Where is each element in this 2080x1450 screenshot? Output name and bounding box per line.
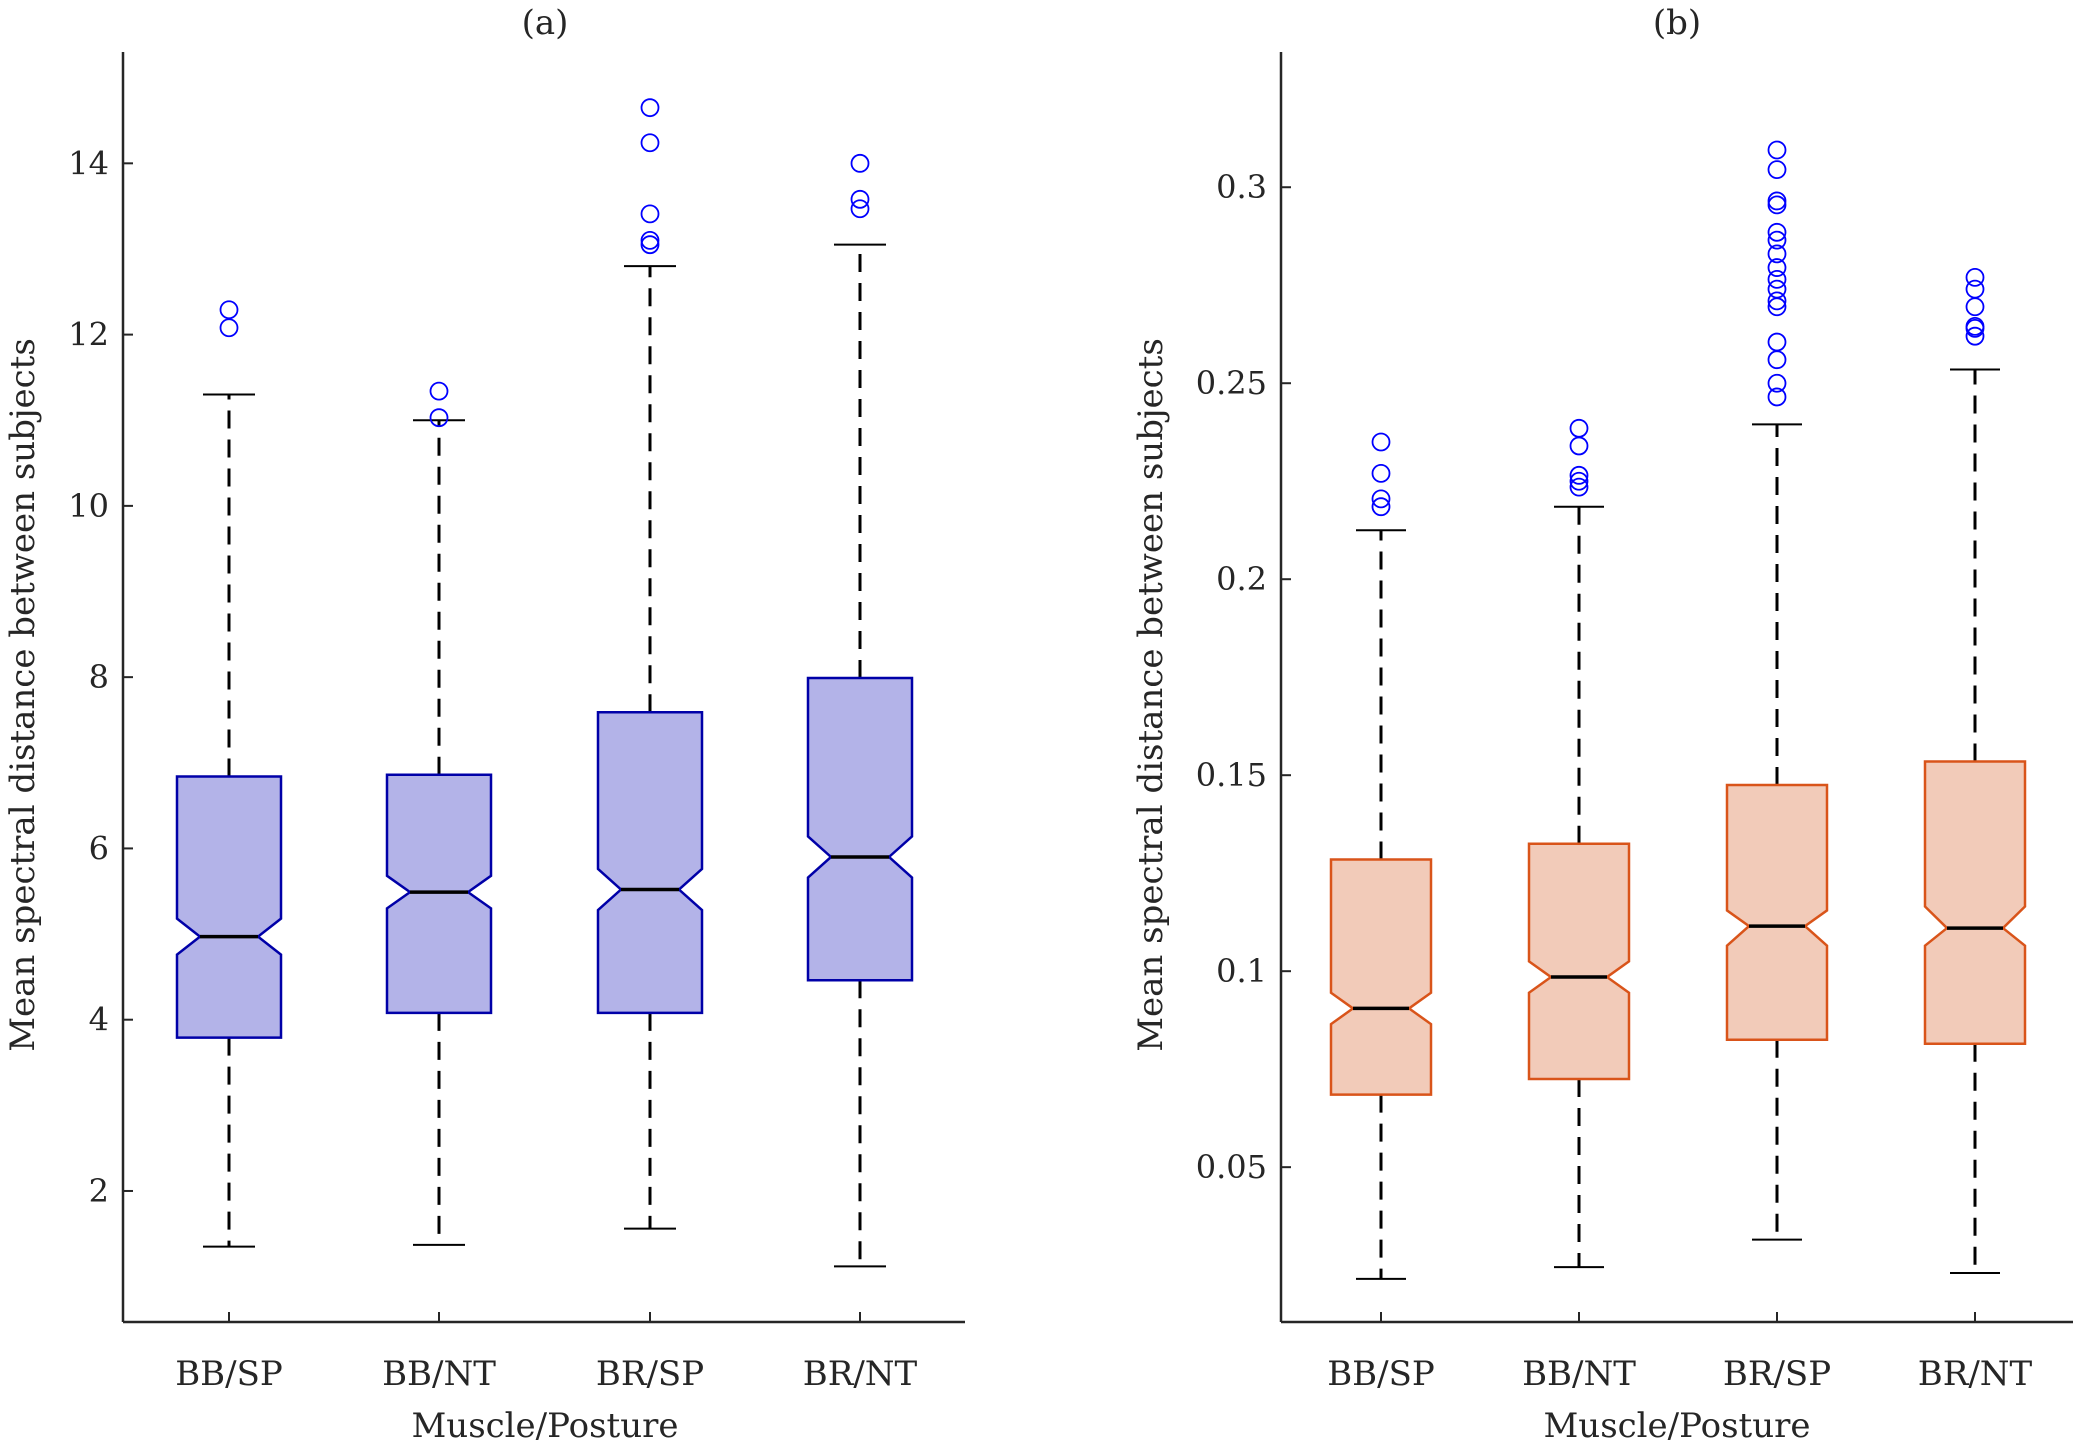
outlier-point [1371, 489, 1391, 509]
chart-panel-b: (b) Mean spectral distance between subje… [1131, 3, 2073, 1446]
outlier-point [1767, 195, 1787, 215]
y-axis-label-a: Mean spectral distance between subjects [3, 338, 43, 1052]
outlier-point [1965, 267, 1985, 287]
box-body [1725, 783, 1829, 1042]
outlier-point [640, 231, 660, 250]
x-axis-label-a: Muscle/Posture [411, 1406, 678, 1446]
axes-a [121, 52, 965, 1324]
boxes-a [175, 98, 914, 1268]
x-tick-label: BB/NT [382, 1354, 496, 1394]
outlier-point [1569, 436, 1589, 456]
chart-panel-a: (a) Mean spectral distance between subje… [3, 3, 965, 1446]
outlier-point [850, 153, 870, 173]
outlier-point [429, 381, 449, 401]
box-br-nt [806, 153, 914, 1268]
outlier-point [850, 189, 870, 209]
outlier-point [1767, 140, 1787, 160]
outlier-point [1965, 279, 1985, 299]
outlier-point [1569, 471, 1589, 491]
outlier-point [1767, 291, 1787, 311]
outlier-point [1767, 269, 1787, 289]
y-tick-label: 14 [68, 144, 109, 182]
box-body [175, 775, 283, 1039]
box-body [1923, 760, 2027, 1045]
box-bb-sp [175, 300, 283, 1248]
y-tick-label: 0.15 [1196, 756, 1267, 794]
outlier-point [640, 235, 660, 255]
outlier-point [850, 199, 870, 219]
outlier-point [1767, 191, 1787, 211]
box-bb-sp [1329, 432, 1433, 1280]
y-ticks-b: 0.05 0.1 0.15 0.2 0.25 0.3 [1196, 168, 1291, 1186]
y-tick-label: 2 [89, 1172, 109, 1210]
box-bb-nt [385, 381, 493, 1246]
outlier-point [1767, 279, 1787, 299]
outlier-point [1767, 160, 1787, 179]
y-tick-label: 0.3 [1216, 168, 1267, 206]
outlier-point [1371, 497, 1391, 517]
y-tick-label: 10 [68, 487, 109, 525]
chart-title-a: (a) [522, 3, 569, 43]
x-tick-label: BR/SP [1723, 1354, 1831, 1394]
y-tick-label: 0.05 [1196, 1148, 1267, 1186]
box-body [596, 711, 704, 1015]
box-br-sp [596, 98, 704, 1230]
outlier-point [1965, 316, 1985, 336]
y-tick-label: 12 [68, 316, 109, 354]
outlier-point [640, 204, 660, 224]
box-bb-nt [1527, 418, 1631, 1269]
box-body [806, 676, 914, 982]
outlier-point [1767, 387, 1787, 407]
outlier-point [1767, 373, 1787, 393]
outlier-point [1767, 258, 1787, 277]
boxes-b [1329, 140, 2027, 1280]
y-ticks-a: 2 4 6 8 10 12 14 [68, 144, 133, 1210]
outlier-point [429, 408, 449, 428]
outlier-point [219, 318, 239, 338]
axes-b [1279, 52, 2073, 1324]
outlier-point [1569, 418, 1589, 438]
y-tick-label: 4 [89, 1001, 109, 1039]
y-tick-label: 6 [89, 829, 109, 867]
y-tick-label: 0.1 [1216, 952, 1267, 990]
x-ticks-b: BB/SP BB/NT BR/SP BR/NT [1327, 1312, 2033, 1394]
outlier-point [1767, 332, 1787, 352]
outlier-point [1569, 477, 1589, 497]
x-tick-label: BR/NT [803, 1354, 918, 1394]
box-br-nt [1923, 267, 2027, 1275]
x-ticks-a: BB/SP BB/NT BR/SP BR/NT [175, 1312, 918, 1394]
x-tick-label: BB/SP [1327, 1354, 1435, 1394]
outlier-point [1965, 326, 1985, 346]
outlier-point [1767, 244, 1787, 264]
x-axis-label-b: Muscle/Posture [1543, 1406, 1810, 1446]
outlier-point [1767, 222, 1787, 242]
x-tick-label: BR/SP [596, 1354, 704, 1394]
outlier-point [1371, 463, 1391, 483]
y-tick-label: 8 [89, 658, 109, 696]
box-body [1329, 858, 1433, 1096]
box-br-sp [1725, 140, 1829, 1241]
x-tick-label: BB/NT [1522, 1354, 1636, 1394]
outlier-point [640, 98, 660, 118]
y-tick-label: 0.25 [1196, 364, 1267, 402]
outlier-point [219, 300, 239, 320]
chart-title-b: (b) [1653, 3, 1701, 43]
y-axis-label-b: Mean spectral distance between subjects [1131, 338, 1171, 1052]
outlier-point [1371, 432, 1391, 452]
outlier-point [1767, 230, 1787, 250]
x-tick-label: BR/NT [1918, 1354, 2033, 1394]
y-tick-label: 0.2 [1216, 560, 1267, 598]
outlier-point [1569, 465, 1589, 485]
outlier-point [1767, 350, 1787, 370]
box-body [1527, 842, 1631, 1081]
x-tick-label: BB/SP [175, 1354, 283, 1394]
outlier-point [640, 133, 660, 153]
outlier-point [1965, 297, 1985, 317]
